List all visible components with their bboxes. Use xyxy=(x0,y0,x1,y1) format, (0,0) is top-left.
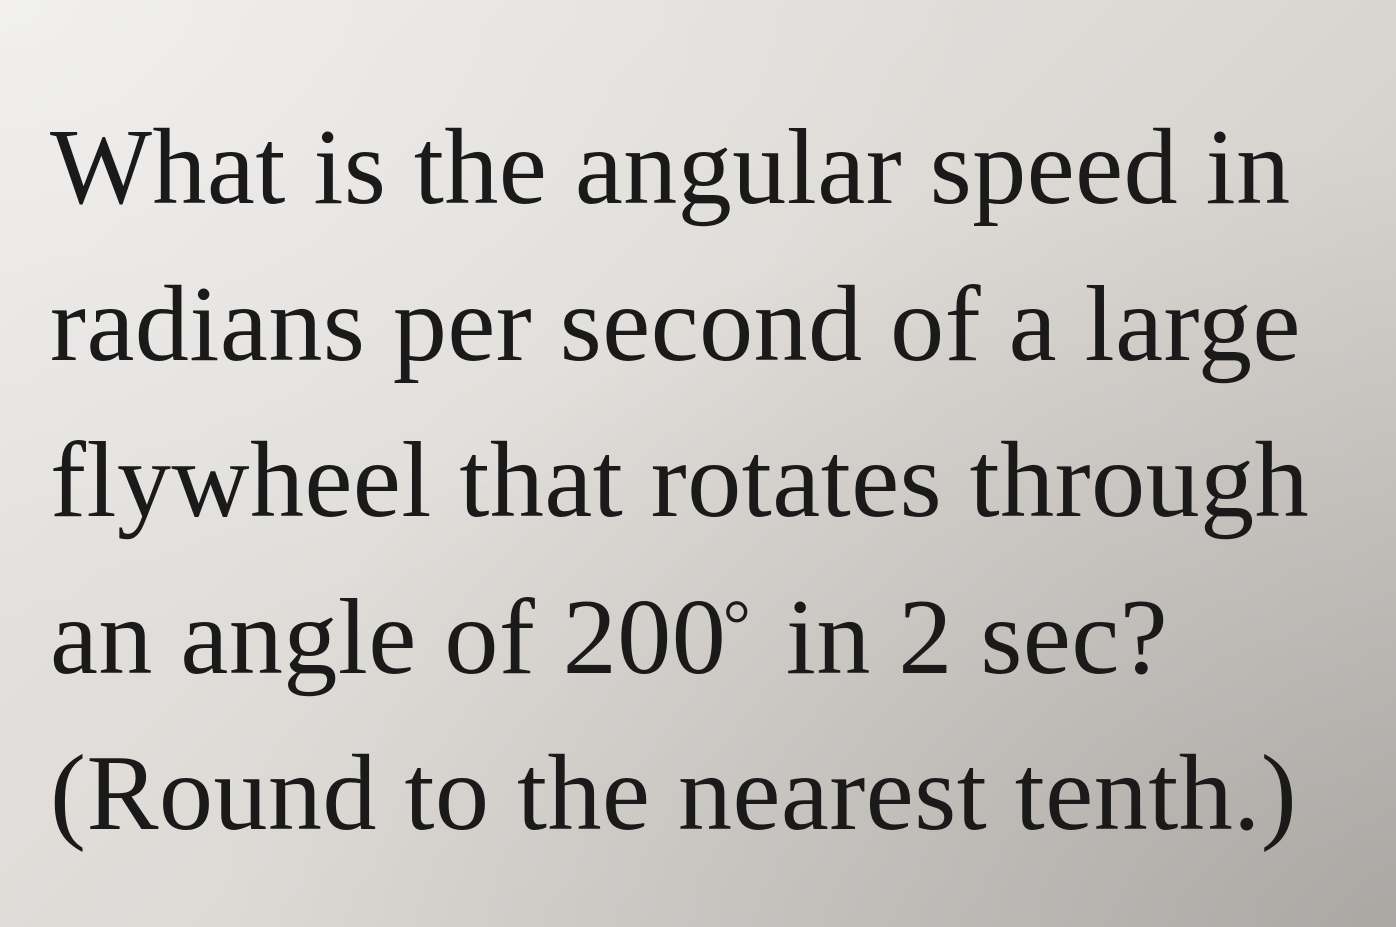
question-text-block: What is the angular speed in radians per… xyxy=(50,90,1336,873)
question-line-4-suffix: in 2 sec? xyxy=(758,578,1168,697)
question-line-2: radians per second of a large xyxy=(50,247,1336,404)
question-line-4-prefix: an angle of 200 xyxy=(50,578,726,697)
degree-symbol: ° xyxy=(723,586,752,664)
question-line-5: (Round to the nearest tenth.) xyxy=(50,716,1336,873)
question-line-4: an angle of 200° in 2 sec? xyxy=(50,560,1336,717)
question-line-1: What is the angular speed in xyxy=(50,90,1336,247)
question-line-3: flywheel that rotates through xyxy=(50,403,1336,560)
